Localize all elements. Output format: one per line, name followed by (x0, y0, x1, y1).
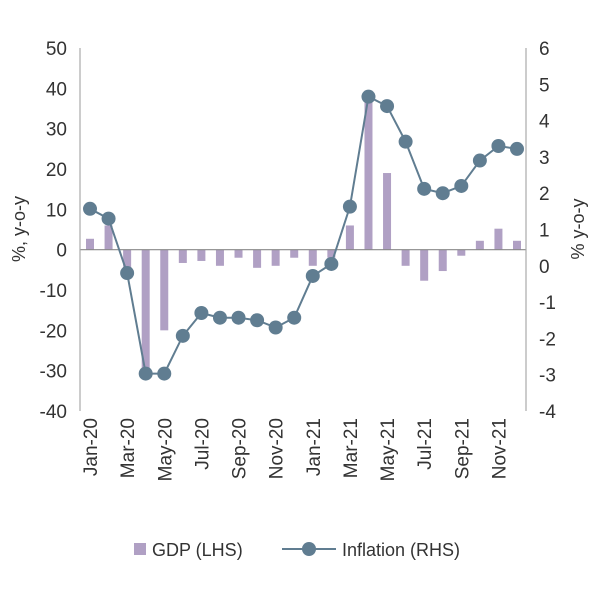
inflation-marker (398, 134, 413, 149)
left-axis-label: %, y-o-y (9, 196, 29, 262)
gdp-bar (253, 249, 262, 268)
legend-inflation-swatch-marker (302, 542, 316, 556)
x-tick-label: Sep-20 (230, 418, 251, 479)
gdp-bar (178, 249, 187, 263)
inflation-marker (342, 199, 357, 214)
left-tick-label: -20 (40, 321, 67, 342)
left-tick-label: 0 (56, 241, 67, 262)
x-tick-label: May-21 (378, 418, 399, 481)
inflation-marker (287, 310, 302, 325)
gdp-bars (86, 98, 521, 369)
inflation-marker (101, 211, 116, 226)
inflation-marker (454, 178, 469, 193)
gdp-bar (494, 228, 503, 250)
x-tick-label: Jan-20 (81, 418, 102, 476)
gdp-bar (271, 249, 280, 266)
inflation-marker (175, 328, 190, 343)
right-tick-label: 4 (539, 112, 550, 133)
left-tick-label: -30 (40, 362, 67, 383)
right-tick-label: -4 (539, 402, 556, 423)
gdp-bar (86, 238, 94, 250)
legend-inflation-label: Inflation (RHS) (342, 540, 460, 560)
right-tick-label: -1 (539, 293, 556, 314)
inflation-marker (194, 305, 209, 320)
gdp-bar (104, 225, 113, 250)
inflation-marker (361, 89, 376, 104)
right-tick-labels: -4 -3 -2 -1 0 1 2 3 4 5 6 (539, 39, 556, 423)
inflation-marker (138, 366, 153, 381)
gdp-bar (327, 249, 336, 258)
gdp-bar (383, 173, 392, 250)
legend-gdp-swatch (134, 543, 146, 555)
x-tick-label: Mar-21 (341, 418, 362, 478)
x-tick-label: Sep-21 (452, 418, 473, 479)
gdp-bar (123, 249, 132, 270)
left-tick-label: 10 (46, 200, 67, 221)
inflation-marker (231, 310, 246, 325)
inflation-marker (250, 313, 265, 328)
gdp-bar (401, 249, 410, 266)
x-tick-label: Nov-21 (489, 418, 510, 479)
gdp-bar (197, 249, 206, 261)
gdp-bar (308, 249, 317, 266)
right-axis-label: % y-o-y (568, 198, 588, 259)
gdp-bar (438, 249, 447, 272)
inflation-marker (268, 320, 283, 335)
left-tick-label: -10 (40, 281, 67, 302)
x-tick-labels: Jan-20 Mar-20 May-20 Jul-20 Sep-20 Nov-20 Jan-… (81, 418, 510, 481)
right-tick-label: 5 (539, 75, 550, 96)
right-tick-label: 2 (539, 184, 550, 205)
inflation-marker (380, 99, 395, 114)
inflation-marker (324, 256, 339, 271)
inflation-marker (491, 139, 506, 154)
inflation-marker (435, 186, 450, 201)
right-tick-label: 0 (539, 257, 550, 278)
gdp-bar (513, 240, 521, 250)
gdp-bar (420, 249, 429, 281)
gdp-bar (475, 240, 484, 250)
gdp-bar (345, 225, 354, 250)
x-tick-label: Jul-20 (192, 418, 213, 470)
gdp-bar (234, 249, 243, 258)
x-tick-label: May-20 (155, 418, 176, 481)
left-tick-label: 50 (46, 39, 67, 60)
legend: GDP (LHS) Inflation (RHS) (134, 540, 460, 560)
inflation-marker (83, 201, 97, 216)
inflation-marker (417, 181, 432, 196)
legend-gdp-label: GDP (LHS) (152, 540, 243, 560)
left-tick-labels: -40 -30 -20 -10 0 10 20 30 40 50 (40, 39, 67, 423)
inflation-marker (472, 153, 487, 168)
right-tick-label: -2 (539, 329, 556, 350)
gdp-bar (160, 249, 169, 331)
inflation-marker (510, 141, 524, 156)
gdp-bar (215, 249, 224, 266)
x-tick-label: Jul-21 (415, 418, 436, 470)
inflation-marker (120, 266, 135, 281)
left-tick-label: 20 (46, 160, 67, 181)
gdp-bar (290, 249, 299, 258)
left-tick-label: 40 (46, 79, 67, 100)
gdp-bar (141, 249, 150, 369)
gdp-bar (364, 98, 373, 250)
right-tick-label: 1 (539, 221, 550, 242)
inflation-marker (212, 310, 227, 325)
inflation-line (83, 89, 524, 381)
inflation-marker (305, 268, 320, 283)
right-tick-label: 3 (539, 148, 550, 169)
left-tick-label: 30 (46, 120, 67, 141)
right-tick-label: -3 (539, 366, 556, 387)
inflation-marker (157, 366, 172, 381)
inflation-line-path (89, 95, 518, 375)
x-tick-label: Mar-20 (118, 418, 139, 478)
right-tick-label: 6 (539, 39, 550, 60)
gdp-bar (457, 249, 466, 256)
left-tick-label: -40 (40, 402, 67, 423)
x-tick-label: Nov-20 (267, 418, 288, 479)
x-tick-label: Jan-21 (304, 418, 325, 476)
